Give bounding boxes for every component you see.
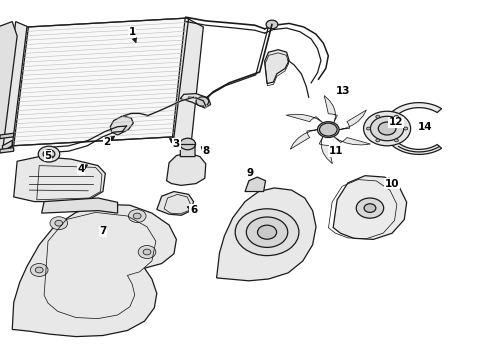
Text: 11: 11 bbox=[328, 146, 343, 156]
Polygon shape bbox=[334, 136, 370, 145]
Polygon shape bbox=[217, 188, 316, 281]
Polygon shape bbox=[265, 50, 289, 84]
Circle shape bbox=[394, 139, 398, 142]
Circle shape bbox=[138, 246, 156, 258]
Circle shape bbox=[235, 209, 299, 256]
Circle shape bbox=[143, 249, 151, 255]
Polygon shape bbox=[12, 204, 176, 337]
Polygon shape bbox=[286, 114, 323, 123]
Circle shape bbox=[378, 122, 396, 135]
Polygon shape bbox=[333, 176, 407, 239]
Circle shape bbox=[394, 115, 398, 118]
Polygon shape bbox=[157, 192, 194, 215]
Circle shape bbox=[404, 127, 408, 130]
Polygon shape bbox=[172, 17, 203, 144]
Circle shape bbox=[55, 220, 63, 226]
Polygon shape bbox=[14, 157, 105, 202]
Text: 12: 12 bbox=[389, 117, 403, 127]
Text: 3: 3 bbox=[173, 139, 180, 149]
Circle shape bbox=[38, 146, 60, 162]
Polygon shape bbox=[384, 103, 441, 154]
Circle shape bbox=[370, 116, 404, 141]
Text: 10: 10 bbox=[385, 179, 399, 189]
Text: 13: 13 bbox=[336, 86, 350, 96]
Text: 2: 2 bbox=[103, 137, 110, 147]
Circle shape bbox=[376, 115, 380, 118]
Polygon shape bbox=[167, 153, 206, 185]
Circle shape bbox=[50, 217, 68, 230]
Polygon shape bbox=[1, 22, 28, 151]
Text: 7: 7 bbox=[99, 226, 107, 236]
Circle shape bbox=[266, 20, 278, 29]
Text: 4: 4 bbox=[77, 164, 85, 174]
Circle shape bbox=[376, 139, 380, 142]
Polygon shape bbox=[324, 95, 338, 123]
Polygon shape bbox=[290, 130, 318, 149]
Polygon shape bbox=[339, 110, 367, 130]
Text: 1: 1 bbox=[129, 27, 136, 37]
Polygon shape bbox=[319, 136, 332, 164]
Polygon shape bbox=[180, 142, 195, 157]
Circle shape bbox=[364, 111, 411, 146]
Circle shape bbox=[364, 204, 376, 212]
Circle shape bbox=[318, 122, 339, 138]
Circle shape bbox=[356, 198, 384, 218]
Polygon shape bbox=[180, 94, 211, 108]
Polygon shape bbox=[12, 18, 189, 146]
Polygon shape bbox=[245, 177, 266, 192]
Polygon shape bbox=[2, 140, 12, 152]
Polygon shape bbox=[0, 148, 14, 153]
Polygon shape bbox=[110, 116, 133, 135]
Text: 8: 8 bbox=[202, 146, 209, 156]
Circle shape bbox=[367, 127, 370, 130]
Text: 6: 6 bbox=[190, 204, 197, 215]
Polygon shape bbox=[0, 133, 14, 139]
Circle shape bbox=[319, 123, 337, 136]
Circle shape bbox=[258, 225, 277, 239]
Circle shape bbox=[30, 264, 48, 276]
Circle shape bbox=[133, 213, 141, 219]
Polygon shape bbox=[42, 198, 118, 213]
Circle shape bbox=[35, 267, 43, 273]
Polygon shape bbox=[0, 22, 17, 153]
Circle shape bbox=[128, 210, 146, 222]
Circle shape bbox=[180, 138, 196, 150]
Text: 14: 14 bbox=[418, 122, 433, 132]
Circle shape bbox=[196, 97, 209, 106]
Text: 5: 5 bbox=[45, 150, 51, 161]
Text: 9: 9 bbox=[246, 168, 253, 178]
Circle shape bbox=[43, 150, 55, 158]
Circle shape bbox=[246, 217, 288, 247]
